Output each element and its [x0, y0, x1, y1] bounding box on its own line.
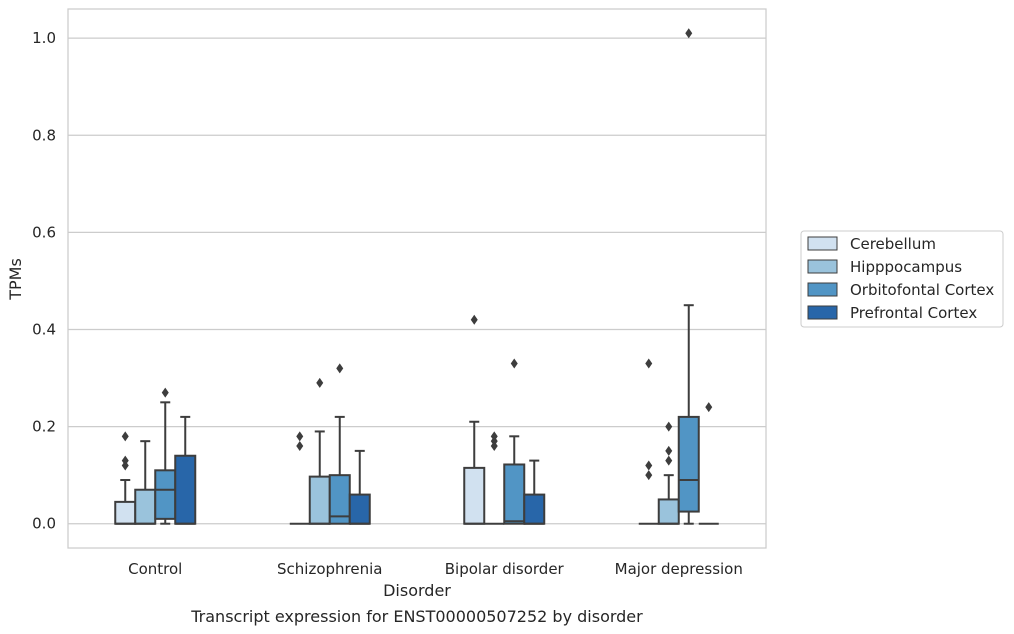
legend-label: Cerebellum — [850, 235, 936, 253]
legend-swatch — [807, 236, 838, 251]
y-tick-label: 0.8 — [32, 126, 56, 144]
box-iqr — [154, 469, 177, 520]
box-3-2 — [677, 28, 700, 525]
x-tick-label: Schizophrenia — [277, 560, 382, 578]
x-axis-ticks: Control Schizophrenia Bipolar disorder Majo… — [128, 560, 743, 578]
plot-frame — [67, 8, 767, 549]
y-tick-label: 0.4 — [32, 320, 56, 338]
box-iqr — [503, 463, 526, 525]
legend-label: Prefrontal Cortex — [850, 304, 977, 322]
legend-frame — [800, 230, 1004, 328]
outlier-point — [510, 358, 518, 369]
box-3-0 — [638, 358, 659, 525]
y-tick-label: 0.0 — [32, 515, 56, 533]
box-1-1 — [308, 377, 331, 525]
outlier-point — [121, 455, 129, 466]
box-iqr — [308, 475, 331, 525]
chart-caption: Transcript expression for ENST0000050725… — [190, 607, 643, 626]
y-tick-label: 1.0 — [32, 29, 56, 47]
outlier-point — [645, 470, 653, 481]
box-2-2 — [503, 358, 526, 525]
outlier-point — [316, 377, 324, 388]
box-iqr — [174, 454, 197, 525]
box-iqr — [677, 415, 700, 513]
boxes — [114, 28, 719, 525]
outlier-point — [296, 441, 304, 452]
outlier-point — [645, 460, 653, 471]
outlier-point — [336, 363, 344, 374]
outlier-point — [645, 358, 653, 369]
box-2-1 — [484, 431, 505, 525]
box-iqr — [114, 500, 137, 525]
box-iqr — [134, 488, 157, 525]
y-tick-label: 0.2 — [32, 418, 56, 436]
outlier-point — [705, 402, 713, 413]
box-iqr — [523, 493, 546, 525]
x-tick-label: Control — [128, 560, 182, 578]
legend-swatch — [807, 282, 838, 297]
box-0-3 — [174, 415, 197, 525]
legend-label: Orbitofontal Cortex — [850, 281, 994, 299]
legend-label: Hipppocampus — [850, 258, 962, 276]
box-1-2 — [328, 363, 351, 525]
legend-swatch — [807, 305, 838, 320]
outlier-point — [665, 445, 673, 456]
box-iqr — [463, 466, 486, 525]
box-0-0 — [114, 431, 137, 525]
x-tick-label: Bipolar disorder — [445, 560, 565, 578]
legend: Cerebellum Hipppocampus Orbitofontal Corte… — [800, 230, 1004, 328]
outlier-point — [665, 455, 673, 466]
outlier-point — [490, 431, 498, 442]
outlier-point — [665, 421, 673, 432]
x-axis-title: Disorder — [383, 581, 451, 600]
box-3-3 — [698, 402, 719, 525]
outlier-point — [121, 431, 129, 442]
box-2-0 — [463, 314, 486, 525]
box-iqr — [348, 493, 371, 525]
legend-swatch — [807, 259, 838, 274]
x-tick-label: Major depression — [615, 560, 743, 578]
box-3-1 — [657, 421, 680, 525]
gridlines — [68, 37, 766, 525]
outlier-point — [161, 387, 169, 398]
box-iqr — [657, 498, 680, 525]
box-1-3 — [348, 449, 371, 525]
box-0-1 — [134, 440, 157, 525]
y-axis-ticks: 0.0 0.2 0.4 0.6 0.8 1.0 — [32, 29, 56, 533]
y-tick-label: 0.6 — [32, 223, 56, 241]
box-1-0 — [289, 431, 310, 525]
outlier-point — [296, 431, 304, 442]
outlier-point — [470, 314, 478, 325]
box-0-2 — [154, 387, 177, 525]
box-2-3 — [523, 459, 546, 525]
y-axis-title: TPMs — [6, 258, 25, 301]
outlier-point — [685, 28, 693, 39]
